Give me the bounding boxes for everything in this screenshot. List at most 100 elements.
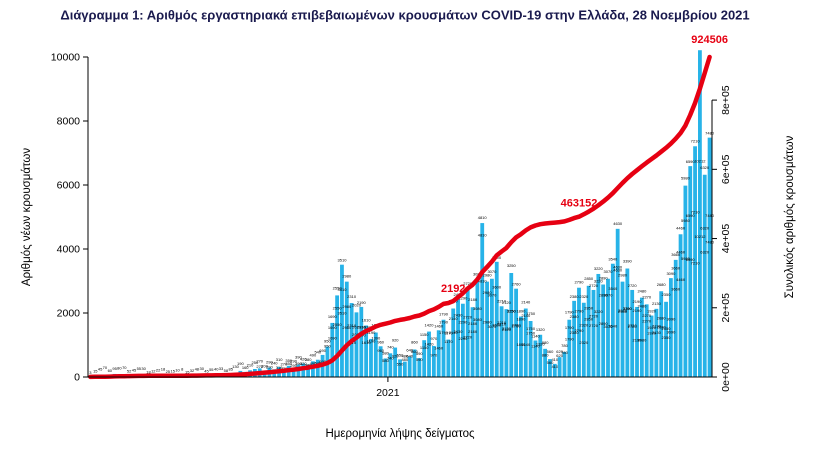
- bar-value-label: 45: [98, 367, 103, 372]
- bar-value-label: 2980: [342, 325, 352, 330]
- daily-cases-bar: [630, 289, 635, 377]
- bar-value-label: 2720: [589, 314, 599, 319]
- bar-value-label: 3220: [594, 309, 604, 314]
- bar-value-label: 2320: [579, 323, 589, 328]
- bar-value-label: 1790: [565, 325, 575, 330]
- bar-value-label: 2980: [483, 290, 493, 295]
- bar-value-label: 4810: [478, 233, 488, 238]
- bar-value-label: 2310: [347, 294, 357, 299]
- bar-value-label: 3080: [473, 317, 483, 322]
- y-right-tick-label: 4e+05: [720, 224, 732, 254]
- bar-value-label: 1690: [328, 325, 338, 330]
- bar-value-label: 2210: [497, 322, 507, 327]
- bar-value-label: 3510: [338, 287, 348, 292]
- bar-value-label: 6320: [700, 225, 710, 230]
- daily-cases-bar: [499, 306, 504, 377]
- bar-value-label: 70: [122, 365, 127, 370]
- bar-value-label: 2980: [342, 274, 352, 279]
- bar-value-label: 2190: [633, 337, 643, 342]
- daily-cases-bar: [446, 339, 451, 377]
- daily-cases-bar: [635, 306, 639, 377]
- daily-cases-bar: [470, 307, 475, 377]
- bar-value-label: 2380: [570, 294, 580, 299]
- bar-value-label: 2980: [483, 273, 493, 278]
- bar-value-label: 25: [166, 369, 171, 374]
- chart-title: Διάγραμμα 1: Αριθμός εργαστηριακά επιβεβ…: [60, 7, 750, 23]
- daily-cases-bar: [412, 349, 417, 377]
- bar-value-label: 540: [314, 361, 321, 366]
- bar-value-label: 2980: [618, 308, 628, 313]
- daily-cases-bar: [344, 281, 349, 377]
- bar-value-label: 270: [256, 364, 263, 369]
- y-right-tick-label: 6e+05: [720, 154, 732, 184]
- bar-value-label: 410: [551, 364, 558, 369]
- y-left-tick-label: 0: [74, 372, 80, 384]
- bar-value-label: 7210: [691, 210, 701, 215]
- bar-value-label: 3090: [666, 317, 676, 322]
- bar-value-label: 3510: [338, 258, 348, 263]
- bar-value-label: 2190: [357, 300, 367, 305]
- daily-cases-bar: [504, 309, 509, 377]
- bar-value-label: 2790: [575, 328, 585, 333]
- bar-value-label: 1420: [425, 323, 435, 328]
- bar-value-label: 2270: [642, 319, 652, 324]
- daily-cases-bar: [538, 334, 543, 377]
- daily-cases-bar: [596, 273, 601, 377]
- daily-cases-bar: [456, 299, 460, 377]
- bar-value-label: 45: [132, 368, 137, 373]
- bar-value-label: 2680: [657, 315, 667, 320]
- bar-value-label: 52: [127, 368, 132, 373]
- bar-value-label: 1170: [444, 339, 453, 344]
- bar-value-label: 3660: [671, 266, 681, 271]
- bar-value-label: 2120: [502, 326, 512, 331]
- bar-value-label: 3090: [666, 330, 676, 335]
- bar-value-label: 1690: [328, 335, 338, 340]
- bar-value-label: 2210: [497, 320, 507, 325]
- bar-value-label: 1150: [420, 345, 429, 350]
- daily-cases-bar: [523, 308, 528, 377]
- daily-cases-bar: [315, 359, 320, 377]
- bar-value-label: 1150: [420, 332, 429, 337]
- bar-value-label: 1610: [362, 318, 372, 323]
- bar-value-label: 640: [406, 348, 413, 353]
- bar-value-label: 420: [300, 357, 307, 362]
- bar-value-label: 48: [195, 367, 200, 372]
- daily-cases-bar: [620, 281, 625, 377]
- bar-value-label: 490: [310, 352, 317, 357]
- bar-value-label: 3080: [473, 306, 483, 311]
- bar-value-label: 290: [290, 359, 297, 364]
- bar-value-label: 2890: [599, 276, 609, 281]
- daily-cases-bar: [562, 352, 567, 377]
- daily-cases-bar: [480, 223, 485, 377]
- daily-cases-bar: [654, 308, 659, 377]
- bar-value-label: 3390: [623, 306, 633, 311]
- daily-cases-bar: [485, 281, 489, 377]
- daily-cases-bar: [398, 359, 402, 377]
- bar-value-label: 18: [161, 366, 166, 371]
- bar-value-label: 33: [219, 366, 224, 371]
- bar-value-label: 2350: [662, 292, 672, 297]
- bar-value-label: 2720: [589, 323, 599, 328]
- bar-value-label: 2270: [642, 313, 652, 318]
- daily-cases-bar: [678, 234, 683, 377]
- bar-value-label: 15: [93, 369, 98, 374]
- bar-value-label: 1690: [328, 314, 338, 319]
- bar-value-label: 420: [300, 361, 307, 366]
- annotation-463152: 463152: [561, 198, 598, 210]
- bar-value-label: 22: [156, 367, 161, 372]
- bar-value-label: 1460: [434, 345, 444, 350]
- bar-value-label: 3390: [623, 306, 633, 311]
- bar-value-label: 380: [305, 357, 312, 362]
- bar-value-label: 10212: [694, 234, 706, 239]
- bar-value-label: 95: [112, 366, 117, 371]
- bar-value-label: 920: [392, 338, 399, 343]
- bar-value-label: 2320: [579, 340, 589, 345]
- daily-cases-bar: [693, 146, 697, 377]
- y-left-tick-label: 2000: [57, 308, 81, 320]
- bar-value-label: 880: [542, 353, 549, 358]
- bar-value-label: 2720: [628, 323, 638, 328]
- bar-value-label: 2290: [458, 296, 468, 301]
- bar-value-label: 55: [137, 366, 142, 371]
- bar-value-label: 250: [252, 360, 259, 365]
- bar-value-label: 4810: [478, 215, 488, 220]
